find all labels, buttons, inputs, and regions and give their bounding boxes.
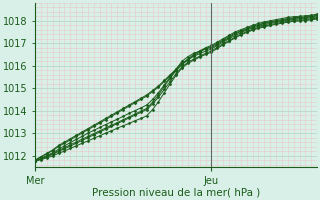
- X-axis label: Pression niveau de la mer( hPa ): Pression niveau de la mer( hPa ): [92, 187, 260, 197]
